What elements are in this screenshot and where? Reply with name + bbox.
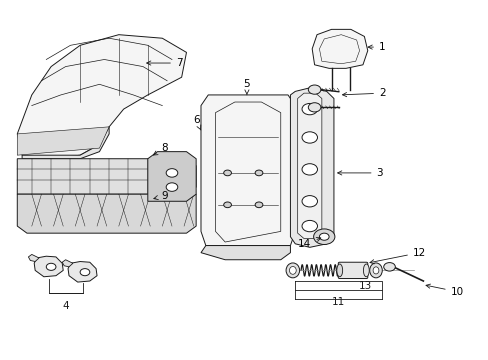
Text: 6: 6	[192, 115, 201, 130]
Text: 9: 9	[154, 191, 168, 201]
Text: 14: 14	[298, 238, 320, 249]
Circle shape	[46, 263, 56, 270]
Text: 10: 10	[425, 284, 463, 297]
Text: 5: 5	[243, 79, 250, 95]
Circle shape	[302, 164, 317, 175]
Text: 4: 4	[62, 301, 69, 311]
Polygon shape	[201, 95, 292, 246]
Circle shape	[166, 168, 178, 177]
Polygon shape	[311, 30, 367, 68]
Circle shape	[302, 103, 317, 115]
Text: 1: 1	[367, 42, 385, 52]
Polygon shape	[68, 261, 97, 282]
Polygon shape	[17, 127, 109, 155]
Text: 2: 2	[342, 88, 385, 98]
Polygon shape	[147, 152, 196, 201]
Circle shape	[308, 103, 320, 112]
Text: 7: 7	[146, 58, 182, 68]
Text: 13: 13	[358, 281, 371, 291]
Text: 3: 3	[337, 168, 383, 178]
Ellipse shape	[336, 264, 342, 277]
Polygon shape	[28, 255, 39, 261]
Polygon shape	[34, 256, 63, 277]
Circle shape	[223, 202, 231, 208]
Circle shape	[302, 195, 317, 207]
Text: 11: 11	[331, 297, 345, 307]
Polygon shape	[17, 35, 186, 159]
Circle shape	[302, 132, 317, 143]
Circle shape	[302, 220, 317, 232]
Ellipse shape	[363, 264, 368, 277]
Text: 8: 8	[153, 143, 168, 155]
Polygon shape	[22, 127, 109, 159]
Circle shape	[308, 85, 320, 94]
Circle shape	[383, 262, 394, 271]
Text: 12: 12	[369, 248, 425, 264]
Polygon shape	[201, 246, 290, 260]
Circle shape	[319, 233, 328, 240]
Ellipse shape	[285, 263, 299, 278]
Polygon shape	[17, 159, 196, 194]
Polygon shape	[297, 93, 321, 238]
Polygon shape	[17, 194, 196, 233]
Ellipse shape	[372, 267, 378, 274]
Circle shape	[80, 269, 90, 276]
Ellipse shape	[289, 266, 296, 274]
Circle shape	[166, 183, 178, 192]
Circle shape	[313, 229, 334, 244]
Circle shape	[223, 170, 231, 176]
Circle shape	[255, 170, 263, 176]
Polygon shape	[62, 260, 73, 267]
Circle shape	[255, 202, 263, 208]
FancyBboxPatch shape	[338, 262, 367, 279]
Ellipse shape	[369, 263, 382, 278]
Polygon shape	[290, 88, 333, 247]
